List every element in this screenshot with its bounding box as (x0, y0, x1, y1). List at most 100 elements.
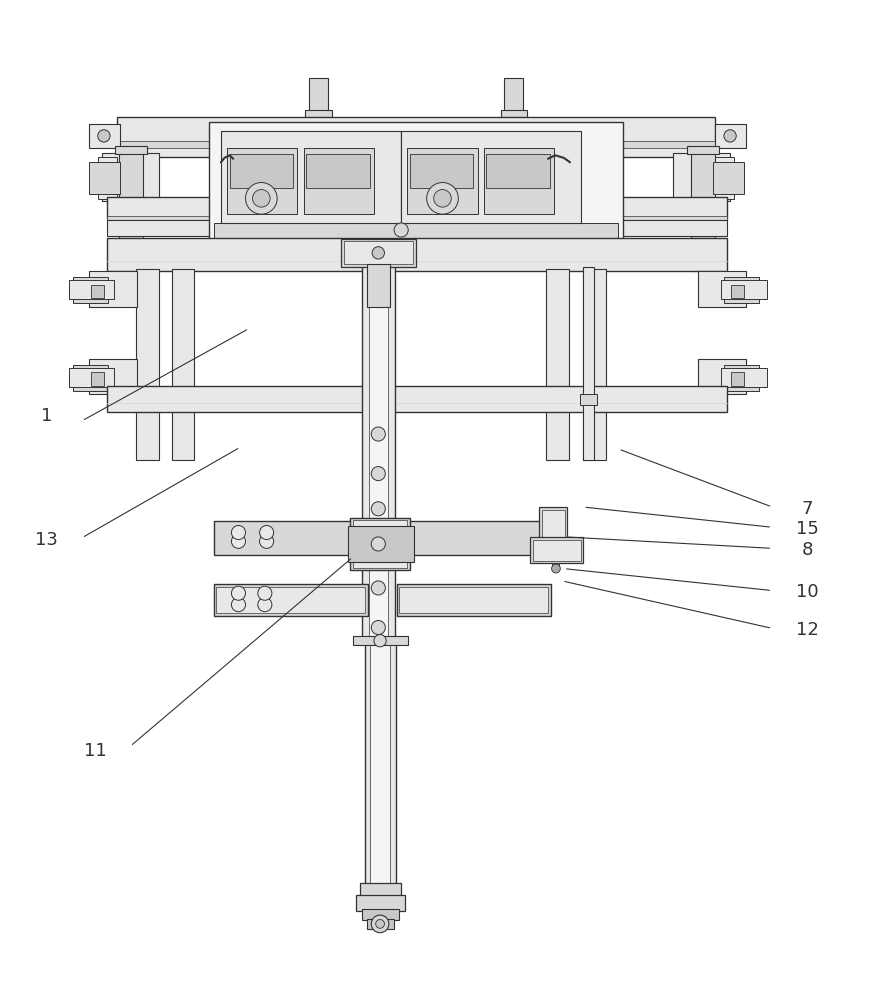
Bar (89, 124, 119, 148)
Bar (342, 239, 416, 267)
Bar (396, 584, 550, 616)
Bar (407, 148, 478, 214)
Bar (102, 153, 159, 201)
Text: 11: 11 (84, 742, 106, 760)
Text: 15: 15 (796, 520, 819, 538)
Bar (69, 280, 114, 299)
Bar (362, 241, 395, 641)
Bar (73, 365, 108, 391)
Circle shape (375, 919, 384, 928)
Bar (221, 131, 401, 223)
Bar (731, 285, 744, 298)
Bar (214, 223, 619, 241)
Bar (230, 154, 293, 188)
Circle shape (551, 564, 560, 573)
Bar (309, 78, 328, 113)
Bar (715, 124, 746, 148)
Circle shape (252, 190, 270, 207)
Circle shape (232, 586, 245, 600)
Bar (362, 909, 399, 920)
Circle shape (373, 247, 384, 259)
Bar (172, 269, 195, 460)
Bar (89, 162, 119, 194)
Bar (115, 146, 147, 154)
Bar (106, 216, 727, 220)
Bar (724, 277, 759, 303)
Bar (580, 394, 597, 405)
Bar (106, 197, 727, 219)
Circle shape (232, 534, 245, 548)
Bar (348, 526, 414, 562)
Circle shape (245, 183, 277, 214)
Bar (106, 220, 727, 236)
Bar (550, 548, 560, 562)
Circle shape (724, 130, 736, 142)
Circle shape (372, 915, 389, 933)
Bar (97, 157, 117, 199)
Circle shape (372, 467, 385, 481)
Bar (715, 157, 735, 199)
Bar (697, 359, 746, 394)
Bar (89, 271, 137, 307)
Bar (487, 154, 550, 188)
Bar (504, 78, 523, 113)
Bar (401, 131, 581, 223)
Text: 13: 13 (35, 531, 58, 549)
Circle shape (97, 130, 110, 142)
Text: 7: 7 (802, 500, 813, 518)
Bar (366, 641, 396, 887)
Circle shape (259, 534, 273, 548)
Bar (546, 269, 569, 460)
Bar (210, 122, 623, 241)
Circle shape (394, 223, 408, 237)
Bar (117, 141, 715, 148)
Circle shape (434, 190, 451, 207)
Bar (399, 587, 548, 613)
Bar (367, 264, 389, 307)
Bar (731, 372, 744, 386)
Circle shape (427, 183, 458, 214)
Bar (367, 919, 394, 929)
Bar (690, 153, 715, 271)
Bar (395, 521, 551, 555)
Bar (304, 148, 373, 214)
Bar (583, 267, 594, 460)
Bar (214, 521, 371, 555)
Circle shape (259, 526, 273, 540)
Bar (353, 636, 408, 645)
Bar (697, 271, 746, 307)
Bar (501, 110, 527, 119)
Bar (552, 558, 559, 567)
Text: 12: 12 (796, 621, 819, 639)
Bar (91, 285, 104, 298)
Bar (713, 162, 744, 194)
Bar (530, 537, 583, 563)
Circle shape (372, 427, 385, 441)
Bar (542, 510, 565, 550)
Circle shape (372, 620, 385, 635)
Text: 10: 10 (796, 583, 819, 601)
Bar (119, 153, 143, 271)
Bar (583, 269, 606, 460)
Bar (539, 507, 567, 553)
Bar (73, 277, 108, 303)
Bar (484, 148, 554, 214)
Bar (91, 372, 104, 386)
Bar (353, 520, 407, 568)
Bar (687, 146, 719, 154)
Bar (369, 243, 388, 638)
Bar (136, 269, 159, 460)
Text: 8: 8 (802, 541, 813, 559)
Bar (371, 643, 389, 884)
Bar (357, 895, 404, 911)
Circle shape (232, 526, 245, 540)
Bar (721, 280, 767, 299)
Bar (217, 587, 366, 613)
Bar (69, 368, 114, 387)
Bar (227, 148, 297, 214)
Circle shape (258, 598, 272, 612)
Circle shape (372, 502, 385, 516)
Bar (533, 540, 581, 561)
Circle shape (372, 537, 385, 551)
Bar (89, 359, 137, 394)
